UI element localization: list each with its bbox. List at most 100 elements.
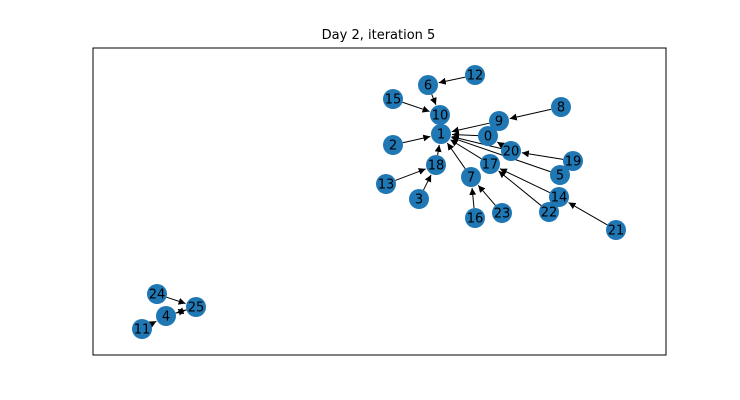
node-14: 14 <box>549 187 569 207</box>
node-circle <box>132 319 152 339</box>
node-label: 19 <box>565 155 582 170</box>
node-label: 24 <box>149 288 166 303</box>
node-label: 17 <box>482 158 499 173</box>
edges-layer <box>148 76 608 328</box>
edge-22-to-17 <box>498 170 542 207</box>
node-label: 4 <box>162 310 170 325</box>
node-circle <box>489 111 509 131</box>
node-circle <box>501 141 521 161</box>
node-22: 22 <box>539 202 559 222</box>
node-circle <box>492 203 512 223</box>
node-label: 14 <box>551 191 568 206</box>
edge-0-to-1 <box>451 131 479 139</box>
edge-24-to-25 <box>166 296 186 305</box>
node-label: 0 <box>484 130 492 145</box>
node-10: 10 <box>430 105 450 125</box>
edge-6-to-10 <box>430 94 437 105</box>
node-circle <box>376 174 396 194</box>
node-circle <box>549 187 569 207</box>
node-21: 21 <box>606 220 626 240</box>
node-circle <box>186 297 206 317</box>
node-circle <box>383 89 403 109</box>
graph-title: Day 2, iteration 5 <box>321 28 436 43</box>
node-1: 1 <box>431 124 451 144</box>
node-2: 2 <box>383 135 403 155</box>
edge-20-to-0 <box>496 141 505 149</box>
node-24: 24 <box>147 284 167 304</box>
node-circle <box>431 124 451 144</box>
node-12: 12 <box>465 65 485 85</box>
edge-9-to-1 <box>451 122 490 134</box>
node-label: 22 <box>541 206 558 221</box>
edge-14-to-17 <box>499 168 551 194</box>
node-8: 8 <box>551 97 571 117</box>
node-4: 4 <box>156 306 176 326</box>
node-label: 9 <box>495 115 503 130</box>
node-label: 23 <box>494 207 511 222</box>
node-3: 3 <box>409 189 429 209</box>
node-circle <box>383 135 403 155</box>
node-17: 17 <box>480 154 500 174</box>
edge-16-to-7 <box>469 187 477 209</box>
node-circle <box>461 167 481 187</box>
node-9: 9 <box>489 111 509 131</box>
node-circle <box>465 65 485 85</box>
node-19: 19 <box>563 151 583 171</box>
node-circle <box>480 154 500 174</box>
node-circle <box>426 155 446 175</box>
edge-12-to-6 <box>438 76 466 85</box>
node-label: 21 <box>608 224 625 239</box>
edge-19-to-20 <box>521 150 564 160</box>
node-11: 11 <box>132 319 152 339</box>
node-23: 23 <box>492 203 512 223</box>
node-25: 25 <box>186 297 206 317</box>
edge-3-to-18 <box>423 174 432 191</box>
node-label: 7 <box>467 171 475 186</box>
node-0: 0 <box>478 126 498 146</box>
node-7: 7 <box>461 167 481 187</box>
node-label: 25 <box>188 301 205 316</box>
edge-21-to-14 <box>568 202 608 226</box>
edge-15-to-10 <box>402 101 430 113</box>
node-label: 16 <box>467 212 484 227</box>
node-circle <box>539 202 559 222</box>
plot-frame <box>92 47 667 356</box>
node-circle <box>418 75 438 95</box>
edge-8-to-9 <box>509 108 552 121</box>
node-label: 15 <box>385 93 402 108</box>
node-label: 20 <box>503 145 520 160</box>
node-circle <box>606 220 626 240</box>
node-circle <box>551 97 571 117</box>
node-label: 2 <box>389 139 397 154</box>
edge-20-to-1 <box>451 134 502 150</box>
node-label: 3 <box>415 193 423 208</box>
edge-17-to-1 <box>450 139 482 160</box>
edge-7-to-1 <box>446 142 466 170</box>
node-label: 5 <box>556 169 564 184</box>
edge-13-to-18 <box>395 168 426 181</box>
node-label: 11 <box>134 323 151 338</box>
node-circle <box>550 165 570 185</box>
node-13: 13 <box>376 174 396 194</box>
node-label: 12 <box>467 69 484 84</box>
node-6: 6 <box>418 75 438 95</box>
node-16: 16 <box>465 208 485 228</box>
edge-18-to-1 <box>434 144 442 156</box>
node-label: 13 <box>378 178 395 193</box>
node-label: 18 <box>428 159 445 174</box>
node-circle <box>478 126 498 146</box>
edge-2-to-1 <box>402 134 431 144</box>
node-circle <box>430 105 450 125</box>
edge-11-to-4 <box>148 320 157 328</box>
node-circle <box>147 284 167 304</box>
node-label: 1 <box>437 128 445 143</box>
node-circle <box>409 189 429 209</box>
node-circle <box>156 306 176 326</box>
edge-5-to-1 <box>451 136 551 173</box>
edge-23-to-7 <box>477 185 496 206</box>
node-label: 8 <box>557 101 565 116</box>
node-circle <box>465 208 485 228</box>
node-label: 10 <box>432 109 449 124</box>
